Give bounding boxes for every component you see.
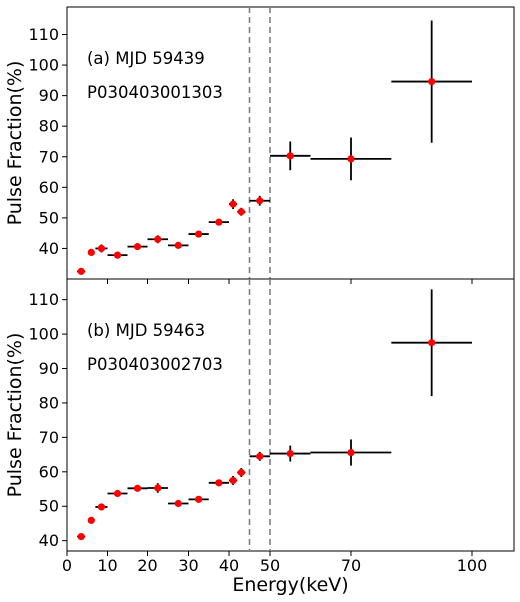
point-marker [237,208,245,216]
y-tick-label: 100 [28,325,59,344]
point-marker [154,235,162,243]
point-marker [347,448,355,457]
data-point [127,484,148,492]
x-tick-label: 20 [137,556,157,575]
y-tick-label: 70 [39,147,59,166]
data-point [249,451,270,461]
point-marker [97,503,106,511]
point-marker [77,532,85,541]
point-marker [154,484,162,492]
y-tick-label: 60 [39,178,59,197]
y-tick-label: 40 [39,531,59,550]
point-marker [87,248,95,257]
point-marker [256,452,264,460]
point-marker [286,449,294,458]
y-tick-label: 110 [28,25,59,44]
y-tick-label: 90 [39,86,59,105]
data-point [107,251,128,259]
y-tick-label: 80 [39,117,59,136]
point-marker [133,243,142,251]
data-point [87,248,95,257]
x-tick-label: 70 [341,556,361,575]
point-marker [174,499,182,508]
point-marker [133,484,142,492]
data-point [270,141,311,171]
data-point [237,207,246,216]
data-point [188,495,209,503]
data-point [310,439,392,466]
data-point [77,532,86,541]
data-point [208,218,229,226]
x-tick-label: 30 [178,556,198,575]
point-marker [215,479,223,487]
point-marker [428,339,436,347]
panel-annotation: (a) MJD 59439 [87,49,205,68]
point-marker [195,230,203,238]
x-tick-label: 10 [97,556,117,575]
point-marker [229,476,237,485]
data-point [391,289,472,397]
panel-obsid: P030403001303 [87,83,223,102]
panel-obsid: P030403002703 [87,355,223,374]
point-marker [229,200,237,208]
y-tick-label: 60 [39,462,59,481]
data-point [270,445,311,462]
data-point [168,241,189,249]
y-tick-label: 110 [28,290,59,309]
point-marker [97,244,106,253]
point-marker [174,241,182,249]
x-axis-label: Energy(keV) [232,574,348,596]
point-marker [77,267,85,275]
data-point [127,243,148,251]
data-point [95,244,108,253]
panel-annotation: (b) MJD 59463 [87,321,205,340]
point-marker [195,495,203,503]
point-marker [113,489,122,498]
data-point [168,499,189,508]
point-marker [256,197,264,205]
x-tick-label: 0 [62,556,72,575]
y-tick-label: 50 [39,208,59,227]
y-axis-label: Pulse Fraction(%) [4,61,26,226]
data-point [237,468,246,477]
data-point [310,137,392,181]
point-marker [215,218,223,226]
data-point [77,267,86,275]
data-point [208,479,229,487]
point-marker [87,516,95,524]
panel-frame [66,278,515,552]
data-point [249,195,270,206]
x-tick-label: 40 [219,556,239,575]
data-point [147,235,168,244]
data-point [147,483,168,493]
y-tick-label: 90 [39,359,59,378]
data-point [229,199,238,210]
y-tick-label: 50 [39,497,59,516]
point-marker [113,251,122,259]
data-point [391,20,472,143]
data-point [188,230,209,238]
y-tick-label: 40 [39,239,59,258]
y-tick-label: 100 [28,56,59,75]
point-marker [347,155,355,163]
point-marker [237,468,245,477]
data-point [229,475,238,485]
data-point [95,503,108,511]
point-marker [286,152,294,160]
y-tick-label: 80 [39,393,59,412]
y-axis-label: Pulse Fraction(%) [4,333,26,498]
data-point [87,516,95,524]
y-tick-label: 70 [39,428,59,447]
x-tick-label: 50 [260,556,280,575]
x-tick-label: 100 [457,556,488,575]
point-marker [428,77,436,86]
data-point [107,489,128,498]
